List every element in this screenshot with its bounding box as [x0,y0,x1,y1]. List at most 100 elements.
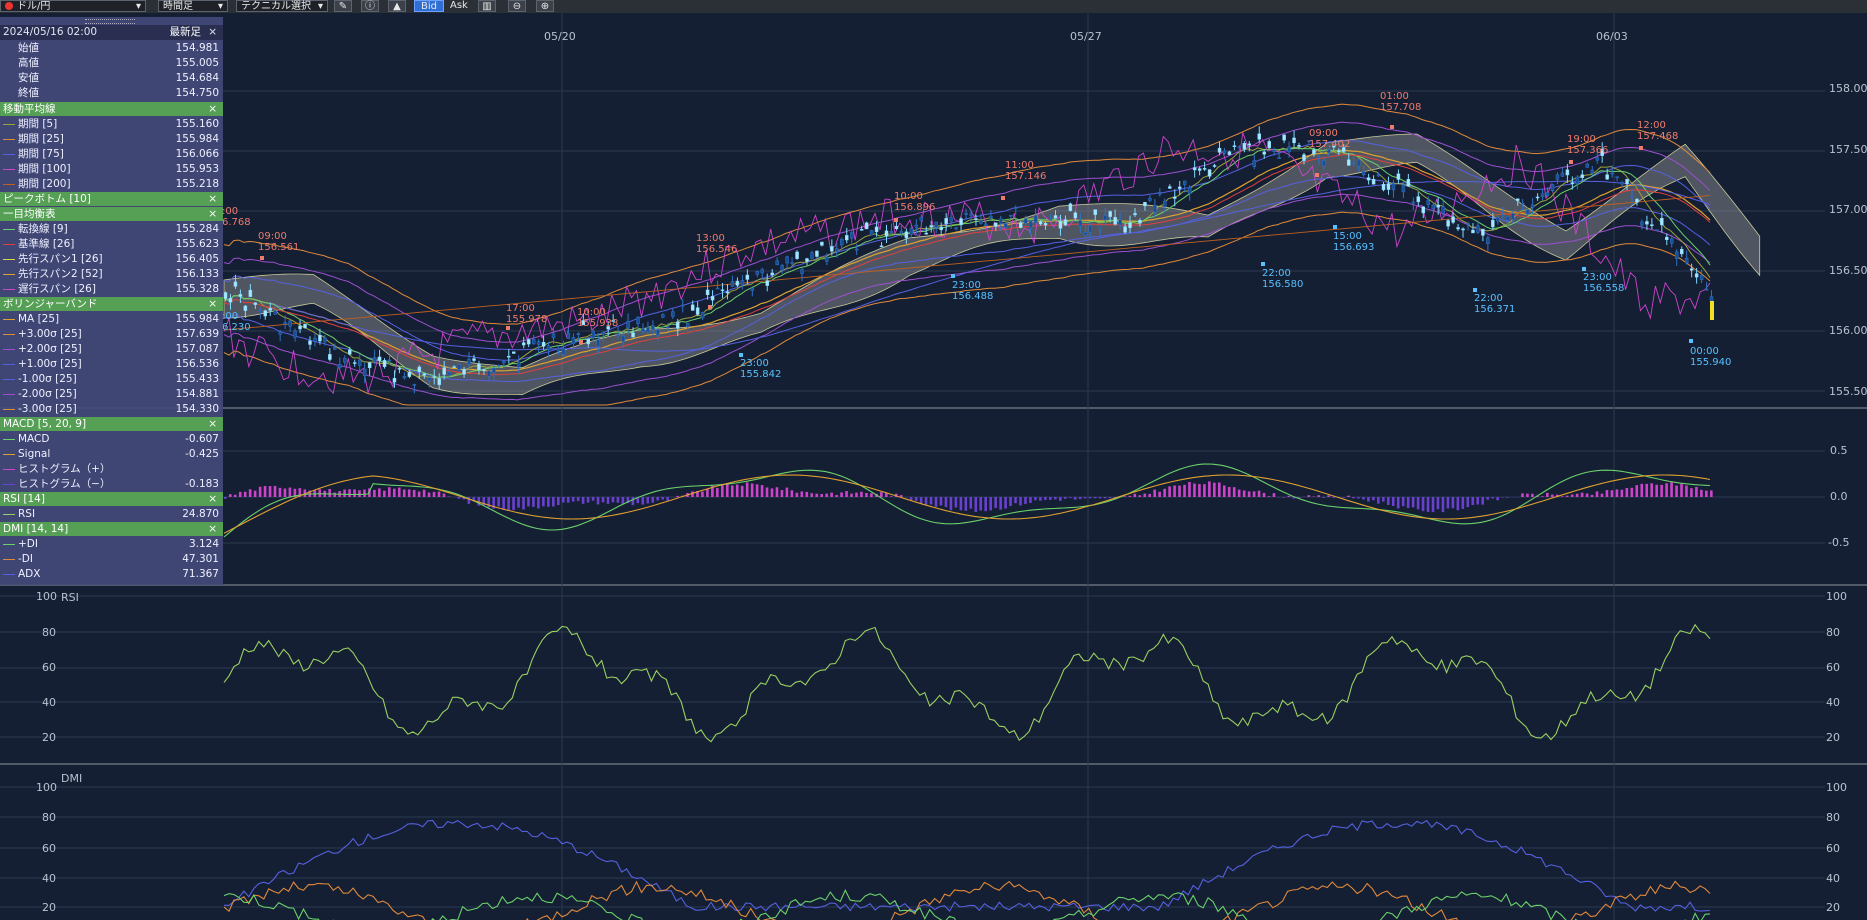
technical-select[interactable]: テクニカル選択 ▾ [236,0,328,12]
candle-body [1679,248,1684,255]
candle-body [1660,217,1664,226]
plus-di-line [223,888,1711,920]
candle-body [929,225,933,228]
rsi-tick-right: 20 [1826,731,1840,744]
close-icon[interactable]: × [208,193,217,205]
close-icon[interactable]: × [208,418,217,430]
macd-histogram-bar [1352,497,1355,499]
panel-drag-handle[interactable] [85,19,135,24]
zoom-out-icon: ⊖ [512,1,522,12]
macd-histogram-bar [631,497,635,506]
candle-body [457,364,461,370]
close-icon[interactable]: × [208,493,217,505]
candle-body [661,314,665,318]
macd-histogram-bar [1098,497,1102,499]
indicator-row: 期間 [5] 155.160 [0,117,223,132]
candle-body [1317,156,1321,158]
indicator-row: 期間 [200] 155.218 [0,177,223,192]
zoom-out-button[interactable]: ⊖ [508,0,526,12]
candle-body [894,225,899,229]
candle-body [1173,196,1177,199]
section-title: MACD [5, 20, 9] [3,418,87,430]
section-title: ピークボトム [10] [3,193,91,205]
timeframe-select[interactable]: 時間足 ▾ [158,0,228,12]
macd-histogram-bar [944,497,948,508]
chart-area[interactable] [0,13,1867,920]
line-color-swatch [3,574,15,575]
macd-histogram-bar [1188,482,1191,497]
bid-button[interactable]: Bid [414,0,444,12]
candle-body [854,248,859,251]
price-tick-label: 157.000 [1829,203,1867,216]
info-button[interactable]: ⓘ [361,0,379,12]
candle-body [482,369,486,371]
close-icon[interactable]: × [208,103,217,115]
macd-histogram-bar [427,492,431,497]
indicator-value: 154.750 [175,87,219,99]
line-color-swatch [3,469,15,470]
macd-histogram-bar [1446,497,1450,509]
macd-histogram-bar [974,497,978,512]
indicator-value: 47.301 [182,553,219,565]
macd-histogram-bar [1034,497,1037,501]
candle-body [1391,183,1396,191]
sma-75-line [223,180,1711,352]
candle-body [487,370,491,377]
dmi-tick-left: 100 [36,781,57,794]
macd-histogram-bar [1635,485,1639,497]
candle-body [263,310,268,317]
peak-label: 13:00 156.546 [696,233,738,255]
candle-body [288,320,292,327]
candle-body [1242,143,1247,150]
zoom-in-button[interactable]: ⊕ [536,0,554,12]
candle-body [293,330,297,338]
draw-tool-button[interactable]: ✎ [334,0,352,12]
peak-marker [1639,146,1643,150]
rsi-tick-right: 100 [1826,590,1847,603]
close-icon[interactable]: × [208,26,217,38]
candle-body [666,326,670,329]
chart-settings-button[interactable]: ▥ [478,0,496,12]
rsi-pane-title: RSI [61,591,79,604]
latest-bar-button[interactable]: 最新足 [169,26,202,38]
candle-body [333,347,337,350]
currency-pair-select[interactable]: ドル/円 ▾ [0,0,146,12]
candle-body [1640,221,1644,226]
macd-histogram-bar [368,488,371,497]
macd-histogram-bar [745,482,749,497]
macd-histogram-bar [1222,485,1226,497]
macd-histogram-bar [1710,490,1713,497]
candle-body [1177,186,1182,189]
indicator-value: 155.328 [175,283,219,295]
macd-histogram-bar [691,491,694,497]
ask-button[interactable]: Ask [450,0,468,11]
line-color-swatch [3,349,15,350]
close-icon[interactable]: × [208,523,217,535]
candle-body [273,310,277,315]
macd-histogram-bar [1083,497,1087,499]
candle-body [949,217,953,222]
candle-body [253,302,258,305]
chart-canvas[interactable] [0,13,1867,920]
close-icon[interactable]: × [208,298,217,310]
candle-body [690,304,695,311]
ichimoku-cloud [223,133,1761,396]
macd-histogram-bar [1044,497,1047,500]
macd-histogram-bar [1108,497,1112,499]
chart-type-button[interactable]: ▲ [388,0,406,12]
indicator-label: 期間 [75] [18,148,64,160]
macd-histogram-bar [775,487,779,497]
macd-histogram-bar [1078,497,1082,500]
close-icon[interactable]: × [208,208,217,220]
macd-histogram-bar [278,487,282,497]
macd-histogram-bar [467,497,471,504]
bollinger-upper-band [223,139,1711,361]
candle-body [1570,182,1575,185]
macd-histogram-bar [383,490,386,497]
indicator-label: 基準線 [26] [18,238,75,250]
line-color-swatch [3,244,15,245]
candle-body [1670,238,1674,244]
candle-body [1496,217,1500,222]
macd-histogram-bar [795,492,799,497]
macd-histogram-bar [611,497,615,503]
